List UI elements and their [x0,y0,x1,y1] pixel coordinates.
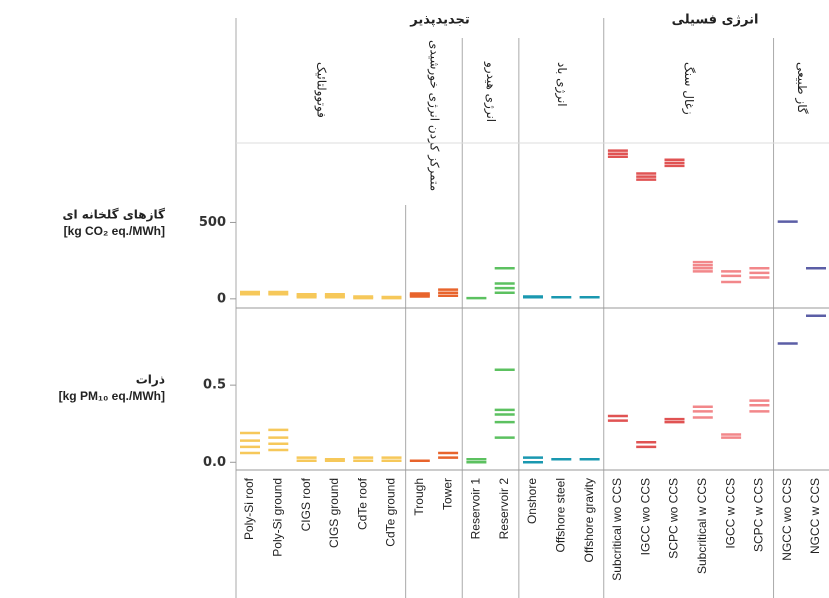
x-tick-label: IGCC wo CCS [638,478,652,555]
x-tick-label: Subcritical wo CCS [610,478,624,581]
x-tick-label: Tower [440,478,454,510]
x-tick-label: Reservoir 2 [497,478,511,540]
subgroup-label: انرژی باد [554,62,569,107]
y-tick-label: 0.0 [203,455,226,470]
x-tick-label: Offshore gravity [582,478,596,562]
x-tick-label: Reservoir 1 [469,478,483,540]
x-tick-label: Poly-Si roof [242,477,256,540]
y-axis-label: گازهای گلخانه ای [63,208,166,222]
y-axis-unit: [kg CO₂ eq./MWh] [64,224,165,238]
x-tick-label: Trough [412,478,426,516]
x-tick-label: CIGS roof [299,477,313,531]
group-label: انرژی فسیلی [672,13,759,28]
y-tick-label: 500 [199,215,226,230]
subgroup-label: زغال سنگ [681,62,696,115]
subgroup-label: انرژی هیدرو [483,61,498,122]
x-tick-label: CdTe ground [384,478,398,547]
subgroup-label: گاز طبیعی [794,62,809,114]
y-axis-unit: [kg PM₁₀ eq./MWh] [59,389,165,403]
x-tick-label: Offshore steel [553,478,567,552]
x-tick-label: SCPC wo CCS [667,478,681,559]
x-tick-label: CIGS ground [327,478,341,548]
x-tick-label: Subcritical w CCS [695,478,709,574]
subgroup-label: متمرکز کردن انرژی خورشیدی [426,40,441,191]
y-axis-label: ذرات [136,373,165,387]
group-label: تجدیدپذیر [409,13,470,28]
subgroup-label: فوتوولتائیک [313,62,328,118]
x-tick-label: NGCC w CCS [808,478,822,554]
x-tick-label: Poly-Si ground [270,478,284,557]
x-tick-label: IGCC w CCS [723,478,737,549]
y-tick-label: 0.5 [203,378,226,393]
x-tick-label: NGCC wo CCS [780,478,794,561]
x-tick-label: Onshore [525,478,539,524]
x-tick-label: SCPC w CCS [752,478,766,552]
y-tick-label: 0 [217,291,226,306]
x-tick-label: CdTe roof [355,477,369,530]
